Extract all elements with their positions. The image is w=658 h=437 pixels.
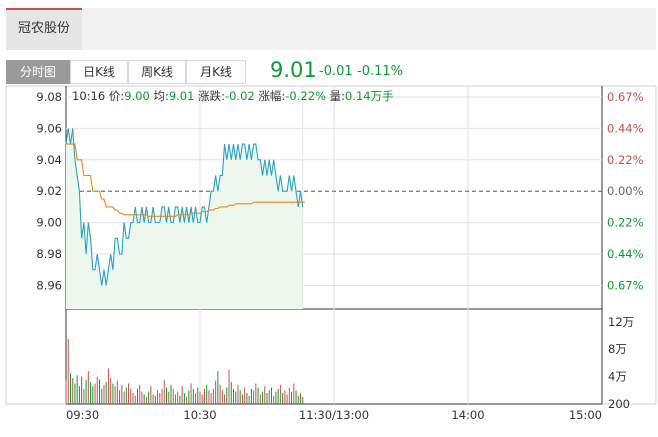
tab-weekly-k[interactable]: 周K线 — [128, 60, 186, 84]
info-price-label: 价: — [108, 89, 125, 103]
x-tick-label: 11:30/13:00 — [299, 408, 369, 422]
info-avg-label: 均: — [153, 89, 169, 103]
x-tick-label: 09:30 — [66, 408, 99, 422]
pct-tick-label: 0.67% — [607, 278, 644, 292]
y-tick-label: 9.08 — [36, 90, 62, 104]
crosshair-info: 10:16 价:9.00 均:9.01 涨跌:-0.02 涨幅:-0.22% 量… — [72, 88, 394, 104]
info-vol-label: 量: — [329, 89, 345, 103]
price-area — [66, 128, 303, 309]
y-tick-label: 9.04 — [36, 153, 62, 167]
volume-tick-label: 4万 — [608, 370, 627, 384]
info-change-label: 涨跌: — [198, 89, 225, 103]
pct-tick-label: 0.44% — [607, 247, 644, 261]
info-avg: 9.01 — [168, 89, 195, 103]
x-tick-label: 15:00 — [569, 408, 602, 422]
pct-tick-label: 0.00% — [607, 184, 644, 198]
pct-tick-label: 0.44% — [607, 121, 644, 135]
x-tick-label: 10:30 — [183, 408, 216, 422]
info-vol: 0.14万手 — [344, 89, 394, 103]
pct-tick-label: 0.67% — [607, 90, 644, 104]
price-change: -0.01 — [319, 64, 353, 79]
x-tick-label: 14:00 — [451, 408, 484, 422]
current-price: 9.01 — [270, 58, 317, 82]
info-amp-label: 涨幅: — [258, 89, 286, 103]
volume-tick-label: 12万 — [608, 315, 634, 329]
volume-tick-label: 200 — [608, 397, 630, 411]
y-tick-label: 9.02 — [36, 184, 62, 198]
info-price: 9.00 — [124, 89, 150, 103]
pct-tick-label: 0.22% — [607, 153, 644, 167]
tab-intraday[interactable]: 分时图 — [6, 60, 70, 84]
y-tick-label: 8.98 — [36, 247, 62, 261]
y-tick-label: 9.00 — [36, 216, 62, 230]
pct-tick-label: 0.22% — [607, 216, 644, 230]
tab-daily-k[interactable]: 日K线 — [70, 60, 128, 84]
chart-frame — [5, 85, 657, 405]
average-line — [66, 143, 305, 217]
y-tick-label: 9.06 — [36, 121, 62, 135]
info-time: 10:16 — [72, 89, 106, 103]
volume-tick-label: 8万 — [608, 342, 627, 356]
info-change: -0.02 — [224, 89, 255, 103]
stock-name-tab[interactable]: 冠农股份 — [6, 8, 82, 50]
info-amp: -0.22% — [285, 89, 326, 103]
price-line — [65, 128, 304, 286]
tab-monthly-k[interactable]: 月K线 — [186, 60, 246, 84]
header-bar: 冠农股份 — [6, 8, 656, 50]
price-change-pct: -0.11% — [357, 64, 403, 79]
y-tick-label: 8.96 — [36, 278, 62, 292]
